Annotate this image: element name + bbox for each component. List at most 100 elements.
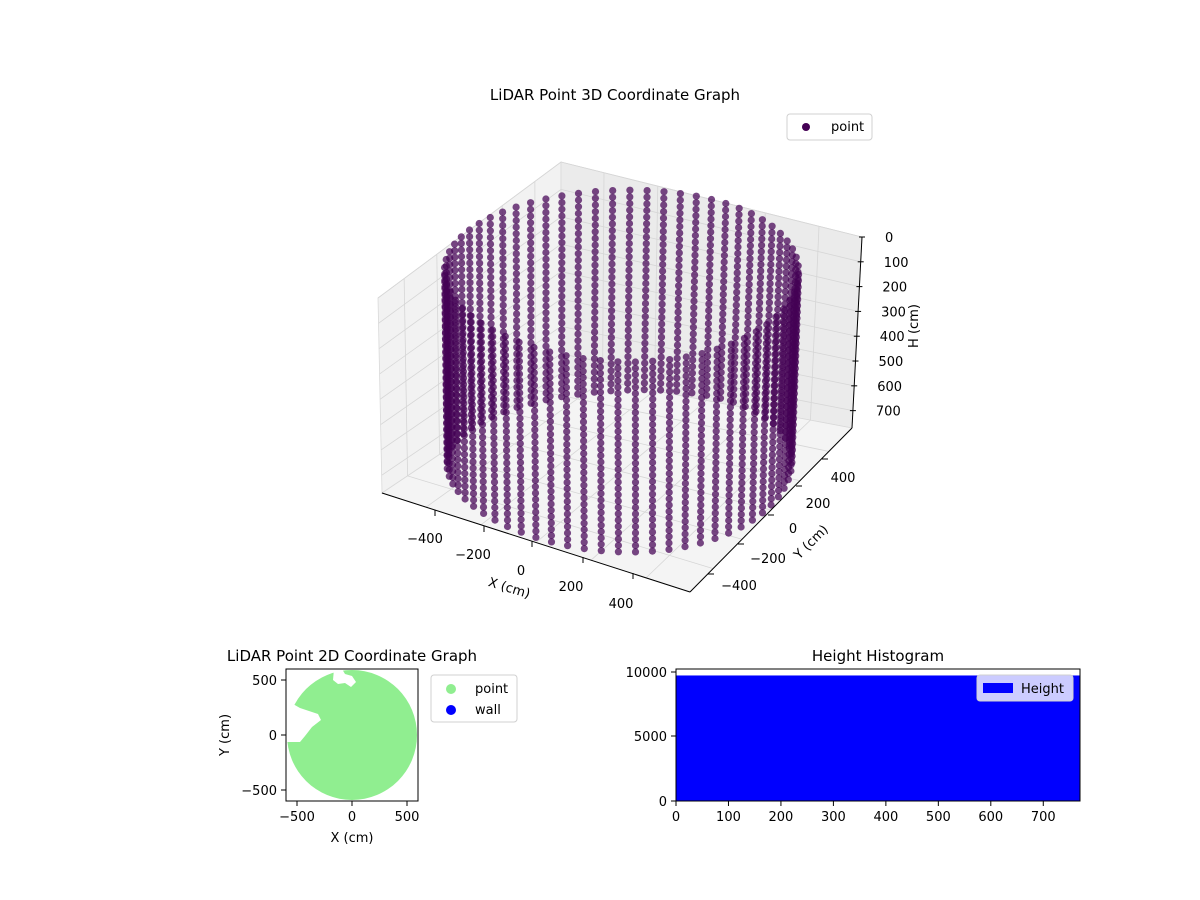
scatter-point-3d: [642, 233, 651, 241]
wall-gridline: [436, 254, 440, 455]
scatter-point-3d: [563, 428, 571, 436]
scatter-point-3d: [768, 235, 776, 243]
scatter-point-3d: [512, 263, 521, 271]
scatter-point-3d: [705, 300, 713, 308]
scatter-point-3d: [558, 326, 566, 334]
scatter-point-3d: [608, 233, 616, 241]
scatter-point-3d: [460, 450, 469, 458]
scatter-point-3d: [749, 491, 757, 499]
scatter-point-3d: [641, 353, 649, 361]
scatter-point-3d: [458, 351, 467, 359]
scatter-point-3d: [563, 516, 572, 525]
scatter-point-3d: [657, 360, 665, 368]
scatter-point-3d: [743, 332, 752, 340]
scatter-point-3d: [707, 195, 716, 204]
scatter-point-3d: [574, 363, 582, 371]
scatter-point-3d: [775, 461, 783, 470]
scatter-point-3d: [758, 509, 767, 517]
scatter-point-3d: [608, 240, 616, 248]
scatter-point-3d: [609, 187, 617, 195]
scatter-point-3d: [648, 484, 657, 492]
scatter-point-3d: [517, 503, 525, 511]
scatter-point-3d: [499, 268, 507, 276]
y-tick-label: 500: [252, 674, 277, 689]
scatter-point-3d: [624, 353, 632, 361]
scatter-point-3d: [782, 281, 790, 289]
scatter-point-3d: [625, 266, 633, 274]
scatter-point-3d: [502, 434, 511, 442]
scatter-point-3d: [591, 321, 599, 329]
scatter-point-3d: [787, 283, 795, 291]
scatter-point-3d: [542, 215, 550, 223]
scatter-point-3d: [513, 403, 521, 411]
scatter-point-3d: [631, 459, 640, 467]
scatter-point-3d: [469, 483, 477, 491]
scatter-point-3d: [609, 193, 617, 201]
scatter-point-3d: [499, 228, 507, 236]
scatter-point-3d: [759, 465, 768, 473]
scatter-point-3d: [642, 286, 650, 294]
scatter-point-3d: [516, 427, 524, 435]
scatter-point-3d: [558, 192, 566, 200]
scatter-point-3d: [558, 319, 566, 327]
scatter-point-3d: [558, 332, 566, 341]
scatter-point-3d: [475, 226, 483, 234]
scatter-point-3d: [725, 466, 734, 474]
scatter-point-3d: [705, 287, 713, 295]
scatter-point-3d: [732, 314, 740, 322]
scatter-point-3d: [486, 220, 494, 228]
scatter-point-3d: [452, 377, 460, 385]
scatter-point-3d: [476, 358, 484, 367]
scatter-point-3d: [574, 296, 582, 305]
scatter-point-3d: [737, 510, 745, 518]
scatter-point-3d: [490, 472, 498, 480]
scatter-point-3d: [773, 324, 781, 333]
scatter-point-3d: [547, 487, 555, 495]
scatter-point-3d: [531, 426, 539, 434]
scatter-point-3d: [467, 351, 475, 359]
scatter-point-3d: [531, 432, 539, 440]
scatter-point-3d: [499, 215, 507, 223]
scatter-point-3d: [491, 484, 499, 493]
scatter-point-3d: [753, 376, 761, 384]
scatter-point-3d: [479, 446, 487, 454]
scatter-point-3d: [451, 305, 459, 314]
scatter-point-3d: [451, 273, 459, 281]
scatter-point-3d: [546, 411, 554, 419]
scatter-point-3d: [476, 365, 485, 373]
scatter-point-3d: [648, 534, 657, 543]
scatter-point-3d: [625, 273, 633, 281]
scatter-point-3d: [475, 253, 484, 261]
scatter-point-3d: [690, 290, 698, 299]
scatter-point-3d: [563, 529, 572, 537]
scatter-point-3d: [743, 338, 751, 346]
scatter-point-3d: [590, 355, 599, 363]
scatter-point-3d: [787, 450, 795, 458]
x-tick-label: 500: [395, 810, 420, 825]
scatter-point-3d: [785, 346, 793, 354]
scatter-point-3d: [558, 219, 566, 227]
y-tick-label: −500: [241, 784, 277, 799]
scatter-point-3d: [597, 464, 605, 472]
scatter-point-3d: [452, 332, 460, 340]
scatter-point-3d: [665, 476, 673, 484]
scatter-point-3d: [712, 402, 721, 410]
scatter-point-3d: [749, 466, 758, 474]
scatter-point-3d: [759, 471, 767, 479]
scatter-point-3d: [754, 356, 762, 364]
scatter-point-3d: [466, 298, 474, 307]
scatter-point-3d: [758, 228, 766, 237]
scatter-point-3d: [718, 323, 727, 331]
scatter-point-3d: [491, 491, 499, 499]
scatter-point-3d: [527, 199, 535, 207]
scatter-point-3d: [631, 472, 640, 480]
scatter-point-3d: [642, 260, 650, 268]
scatter-point-3d: [499, 295, 507, 303]
scatter-point-3d: [476, 305, 484, 314]
scatter-point-3d: [767, 254, 775, 262]
scatter-point-3d: [513, 343, 521, 351]
scatter-point-3d: [755, 324, 763, 332]
scatter-point-3d: [608, 227, 616, 235]
scatter-point-3d: [531, 476, 540, 485]
scatter-point-3d: [666, 387, 674, 395]
